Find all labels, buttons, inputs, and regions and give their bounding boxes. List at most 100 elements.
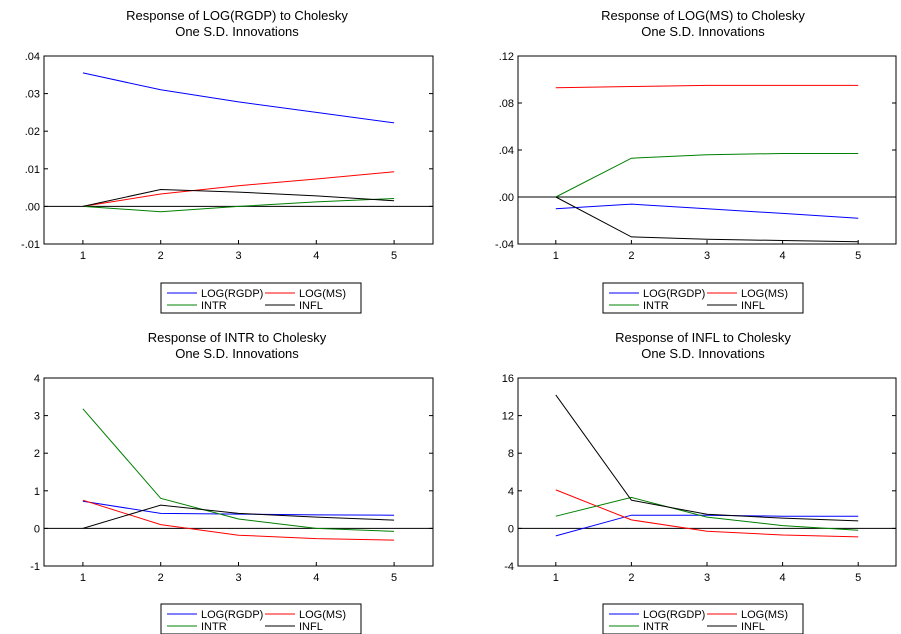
series-line-infl bbox=[82, 504, 395, 529]
y-tick-label: -.01 bbox=[21, 239, 40, 251]
x-tick-label: 5 bbox=[391, 572, 397, 584]
x-tick-label: 4 bbox=[313, 250, 319, 262]
series-line-log-ms bbox=[555, 84, 859, 89]
series-line-intr bbox=[555, 153, 859, 198]
x-tick-label: 3 bbox=[704, 572, 710, 584]
x-tick-label: 1 bbox=[80, 250, 86, 262]
legend: LOG(RGDP) LOG(MS) INTR INFL bbox=[602, 603, 804, 634]
chart-title: Response of INFL to Cholesky bbox=[615, 330, 791, 345]
y-tick-label: .04 bbox=[25, 51, 40, 63]
chart-subtitle: One S.D. Innovations bbox=[175, 346, 299, 361]
series-line-log-rgdp bbox=[555, 203, 859, 219]
series-line-intr bbox=[82, 198, 395, 213]
series-line-infl bbox=[555, 196, 859, 243]
x-tick-label: 3 bbox=[704, 250, 710, 262]
y-tick-label: .04 bbox=[499, 145, 514, 157]
x-tick-label: 5 bbox=[855, 250, 861, 262]
series-line-infl bbox=[82, 188, 395, 207]
x-tick-label: 4 bbox=[780, 250, 786, 262]
plot-frame bbox=[517, 55, 897, 245]
legend-label: INTR bbox=[201, 300, 227, 312]
chart-title: Response of INTR to Cholesky bbox=[148, 330, 327, 345]
series-line-intr bbox=[555, 496, 859, 531]
y-tick-label: -4 bbox=[504, 561, 514, 573]
chart-title: Response of LOG(RGDP) to Cholesky bbox=[126, 8, 348, 23]
y-tick-label: 8 bbox=[508, 448, 514, 460]
legend-box bbox=[602, 603, 804, 634]
y-tick-label: 2 bbox=[34, 448, 40, 460]
y-tick-label: .03 bbox=[25, 89, 40, 101]
y-tick-label: 4 bbox=[34, 373, 40, 385]
legend-label: INFL bbox=[741, 300, 765, 312]
y-tick-label: 4 bbox=[508, 486, 514, 498]
x-tick-label: 2 bbox=[628, 572, 634, 584]
x-tick-label: 5 bbox=[391, 250, 397, 262]
series-line-intr bbox=[82, 408, 395, 532]
plot-frame bbox=[43, 377, 434, 567]
y-tick-label: 0 bbox=[508, 523, 514, 535]
legend-label: INFL bbox=[299, 621, 323, 633]
y-tick-label: .01 bbox=[25, 164, 40, 176]
y-tick-label: .00 bbox=[499, 192, 514, 204]
x-tick-label: 2 bbox=[158, 572, 164, 584]
legend-box bbox=[160, 282, 362, 314]
y-tick-label: 3 bbox=[34, 411, 40, 423]
chart-subtitle: One S.D. Innovations bbox=[641, 346, 765, 361]
y-tick-label: 16 bbox=[502, 373, 514, 385]
legend-label: LOG(RGDP) bbox=[201, 609, 263, 621]
series-line-log-ms bbox=[82, 499, 395, 541]
x-tick-label: 3 bbox=[235, 250, 241, 262]
series-line-log-rgdp bbox=[555, 514, 859, 537]
legend-label: LOG(RGDP) bbox=[201, 288, 263, 300]
y-tick-label: 1 bbox=[34, 486, 40, 498]
legend-label: LOG(MS) bbox=[741, 609, 788, 621]
series-line-log-rgdp bbox=[82, 500, 395, 516]
legend-label: INTR bbox=[643, 621, 669, 633]
legend: LOG(RGDP) LOG(MS) INTR INFL bbox=[160, 603, 362, 634]
series-line-log-rgdp bbox=[82, 72, 395, 124]
legend-label: LOG(MS) bbox=[741, 288, 788, 300]
legend: LOG(RGDP) LOG(MS) INTR INFL bbox=[160, 282, 362, 314]
x-tick-label: 5 bbox=[855, 572, 861, 584]
y-tick-label: .00 bbox=[25, 201, 40, 213]
x-tick-label: 4 bbox=[780, 572, 786, 584]
series-line-log-ms bbox=[82, 171, 395, 207]
legend-label: INFL bbox=[299, 300, 323, 312]
y-tick-label: -.04 bbox=[495, 239, 514, 251]
plot-frame bbox=[43, 55, 434, 245]
legend-label: INTR bbox=[201, 621, 227, 633]
legend-label: INTR bbox=[643, 300, 669, 312]
chart-subtitle: One S.D. Innovations bbox=[175, 24, 299, 39]
legend-label: LOG(MS) bbox=[299, 609, 346, 621]
legend: LOG(RGDP) LOG(MS) INTR INFL bbox=[602, 282, 804, 314]
y-tick-label: -1 bbox=[30, 561, 40, 573]
x-tick-label: 2 bbox=[628, 250, 634, 262]
x-tick-label: 4 bbox=[313, 572, 319, 584]
legend-label: LOG(MS) bbox=[299, 288, 346, 300]
x-tick-label: 1 bbox=[553, 250, 559, 262]
chart-title: Response of LOG(MS) to Cholesky bbox=[601, 8, 805, 23]
y-tick-label: 12 bbox=[502, 411, 514, 423]
series-line-log-ms bbox=[555, 489, 859, 538]
legend-label: INFL bbox=[741, 621, 765, 633]
y-tick-label: .12 bbox=[499, 51, 514, 63]
chart-subtitle: One S.D. Innovations bbox=[641, 24, 765, 39]
legend-label: LOG(RGDP) bbox=[643, 288, 705, 300]
legend-box bbox=[160, 603, 362, 634]
plot-frame bbox=[517, 377, 897, 567]
y-tick-label: 0 bbox=[34, 523, 40, 535]
x-tick-label: 1 bbox=[80, 572, 86, 584]
y-tick-label: .02 bbox=[25, 126, 40, 138]
series-line-infl bbox=[555, 394, 859, 522]
x-tick-label: 1 bbox=[553, 572, 559, 584]
legend-box bbox=[602, 282, 804, 314]
x-tick-label: 3 bbox=[235, 572, 241, 584]
y-tick-label: .08 bbox=[499, 98, 514, 110]
legend-label: LOG(RGDP) bbox=[643, 609, 705, 621]
x-tick-label: 2 bbox=[158, 250, 164, 262]
